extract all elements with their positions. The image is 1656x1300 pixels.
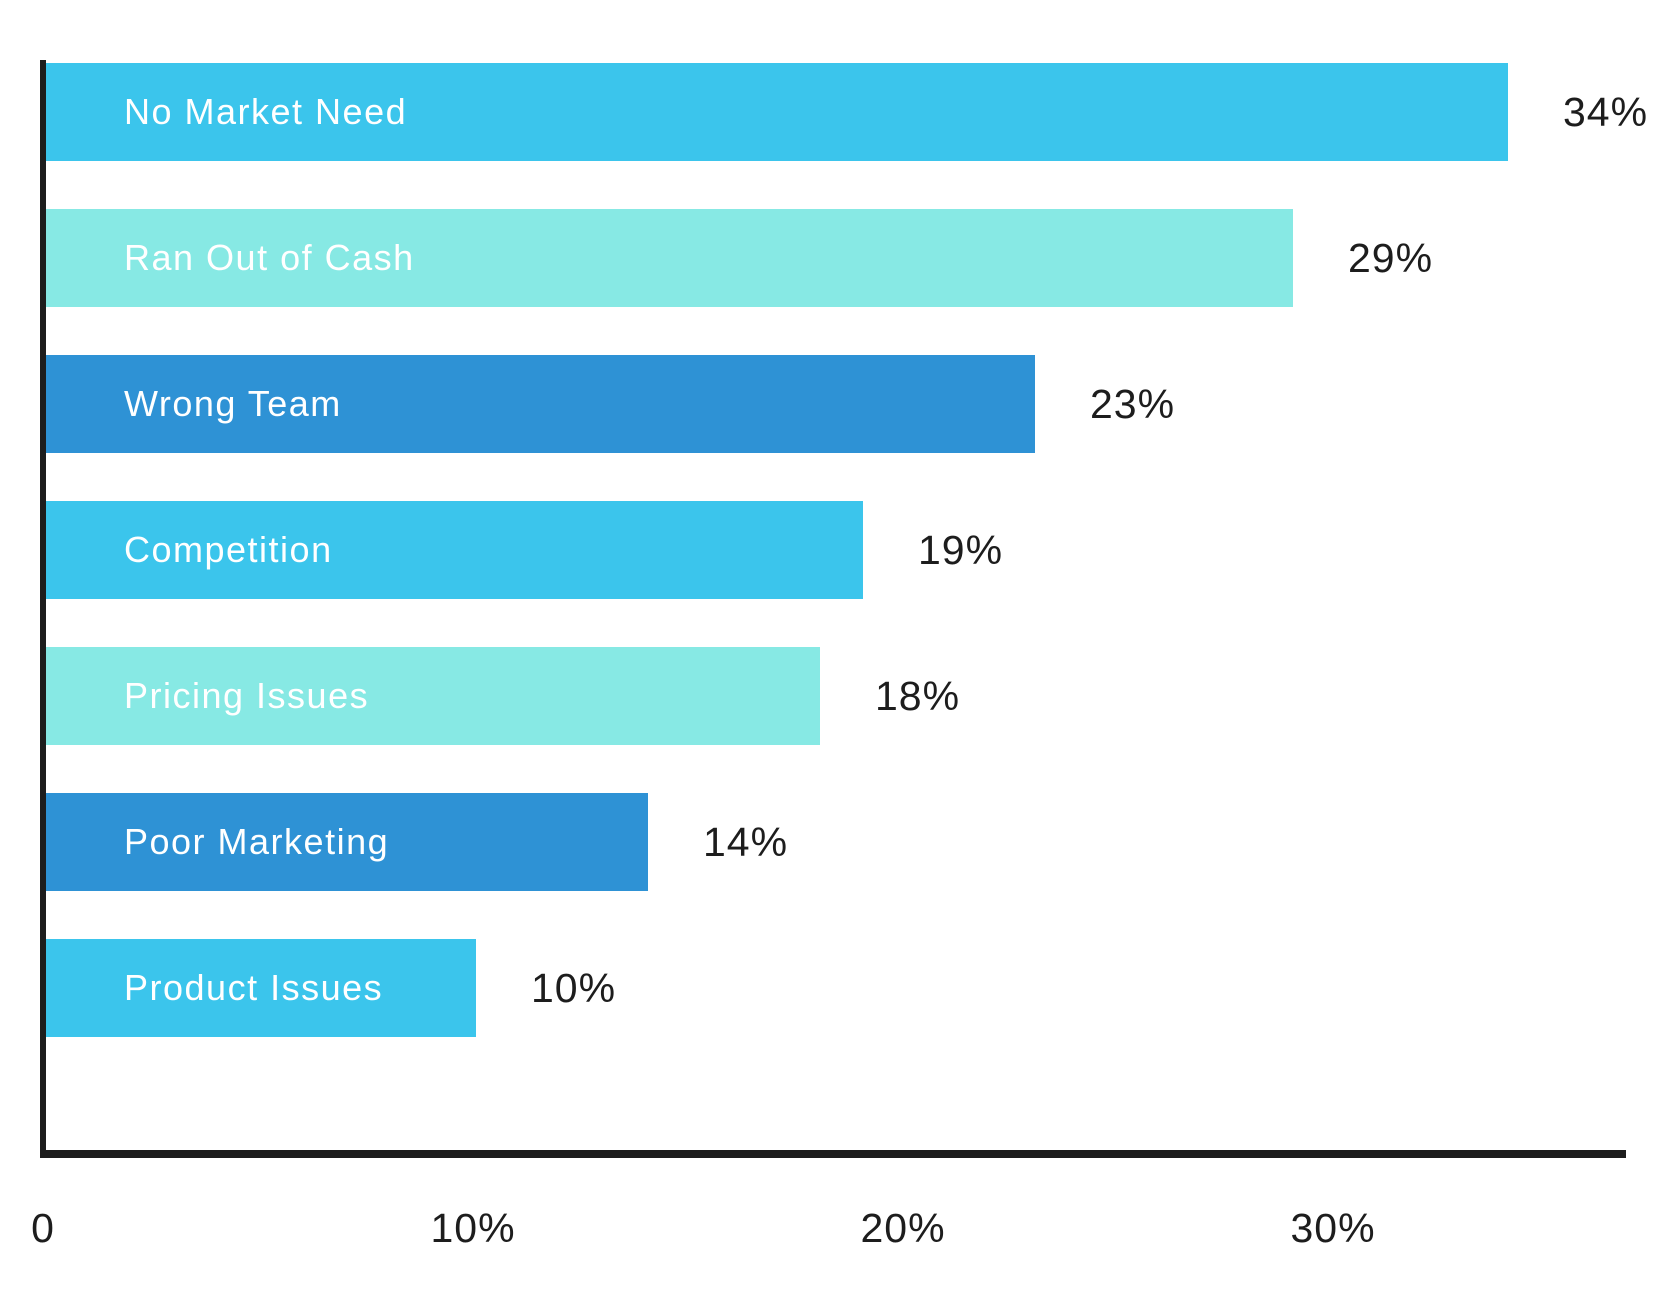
bar-value-label: 10% (531, 964, 617, 1011)
bar-value-label: 23% (1090, 380, 1176, 427)
bar-category-label: Poor Marketing (124, 821, 390, 862)
bar: Pricing Issues (46, 647, 820, 745)
bar-category-label: Ran Out of Cash (124, 237, 415, 278)
bar-value-label: 34% (1563, 88, 1649, 135)
bar-row: No Market Need 34% (46, 63, 1647, 161)
bar: Wrong Team (46, 355, 1035, 453)
bar-row: Product Issues 10% (46, 939, 1626, 1037)
bar-category-label: Product Issues (124, 967, 384, 1008)
bar-value-label: 29% (1348, 234, 1434, 281)
x-axis-tick-label: 20% (860, 1205, 946, 1251)
bar-category-label: Wrong Team (124, 383, 342, 424)
plot-area: No Market Need 34% Ran Out of Cash 29% Wrong… (40, 60, 1647, 1158)
bar-value-label: 18% (875, 672, 961, 719)
bar-row: Pricing Issues 18% (46, 647, 1626, 745)
x-axis-tick-label: 10% (430, 1205, 516, 1251)
bar-row: Wrong Team 23% (46, 355, 1626, 453)
bar-row: Competition 19% (46, 501, 1626, 599)
x-axis: 0 10% 20% 30% (0, 1205, 1656, 1265)
bar-row: Poor Marketing 14% (46, 793, 1626, 891)
bar: Poor Marketing (46, 793, 648, 891)
bar-category-label: Competition (124, 529, 333, 570)
bar-value-label: 19% (918, 526, 1004, 573)
bar: Competition (46, 501, 863, 599)
bar: No Market Need (46, 63, 1508, 161)
bar-value-label: 14% (703, 818, 789, 865)
bar: Ran Out of Cash (46, 209, 1293, 307)
bar-category-label: Pricing Issues (124, 675, 370, 716)
bar-row: Ran Out of Cash 29% (46, 209, 1626, 307)
x-axis-tick-label: 0 (31, 1205, 55, 1251)
x-axis-tick-label: 30% (1290, 1205, 1376, 1251)
bar-category-label: No Market Need (124, 91, 408, 132)
bar: Product Issues (46, 939, 476, 1037)
